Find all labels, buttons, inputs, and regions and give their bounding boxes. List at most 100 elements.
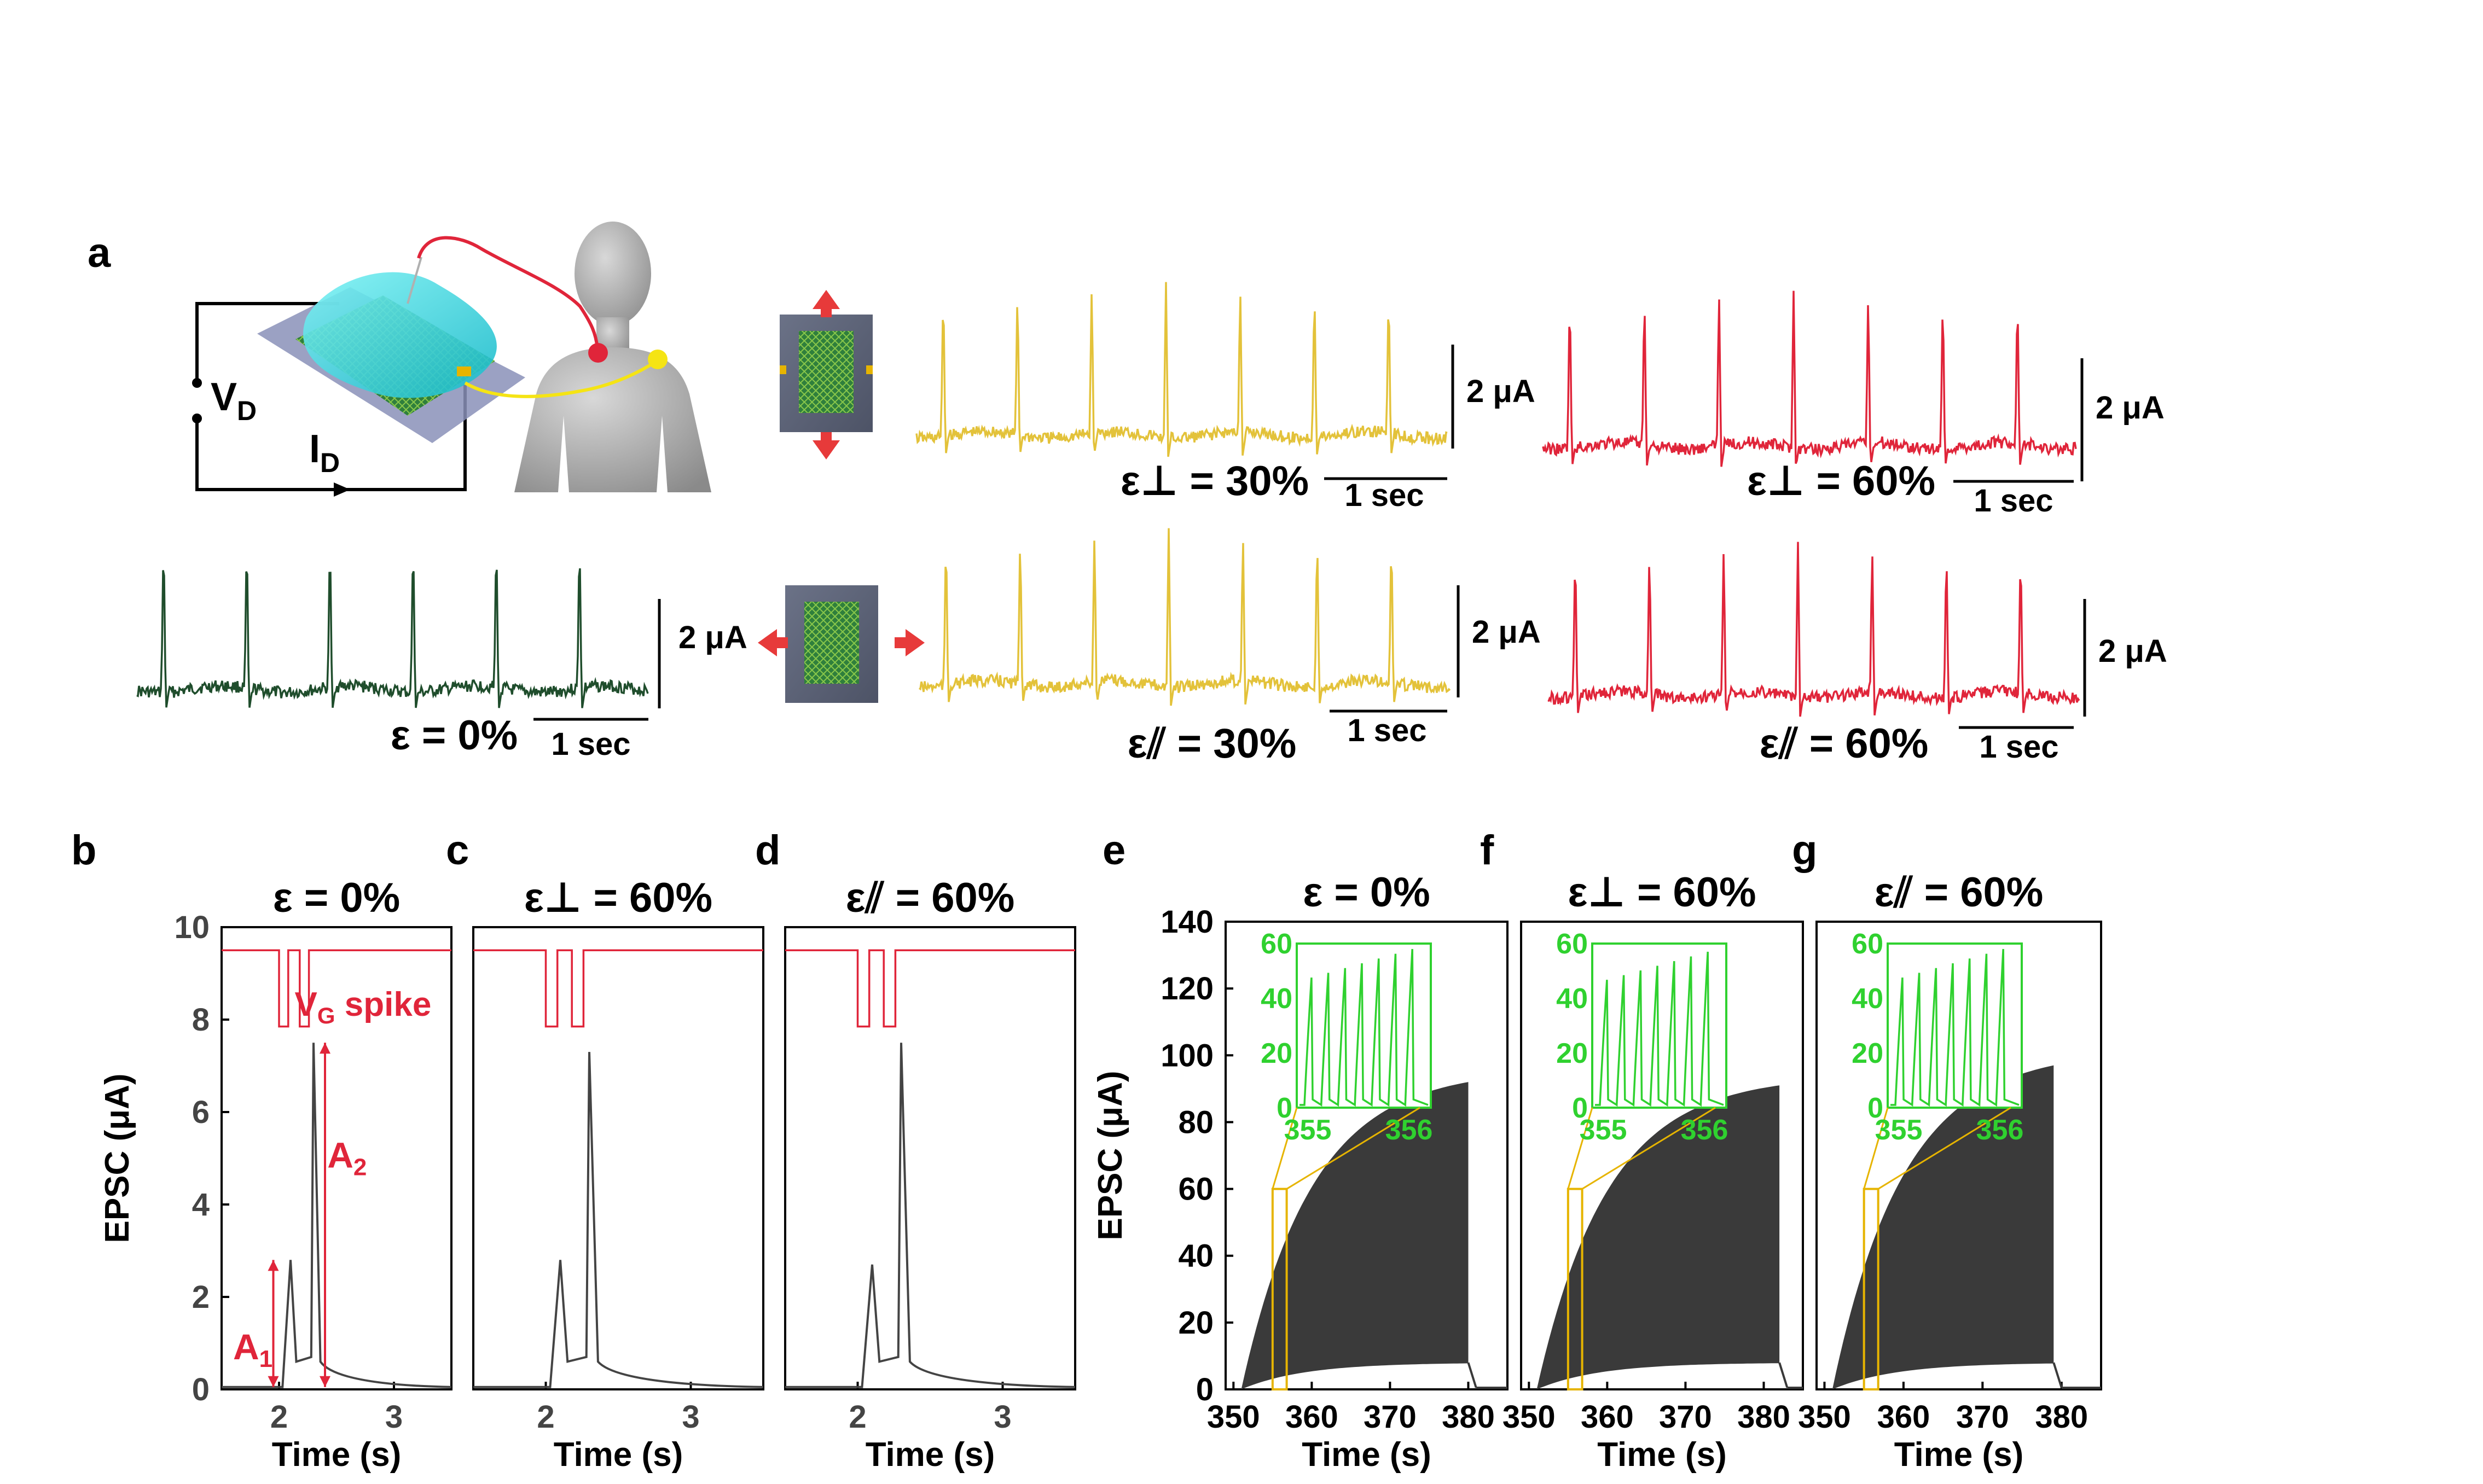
inset-x-tick-label: 355 xyxy=(1875,1114,1923,1146)
x-tick-label: 370 xyxy=(1956,1399,2009,1435)
zoom-connector xyxy=(1567,1107,1593,1189)
ecg-trace-line xyxy=(1547,542,2080,717)
inset-y-tick-label: 40 xyxy=(1556,983,1588,1015)
x-tick-label: 2 xyxy=(849,1399,866,1435)
x-tick-label: 380 xyxy=(1442,1399,1495,1435)
inset-x-tick-label: 356 xyxy=(1681,1114,1728,1146)
panel-letter-e: e xyxy=(1103,827,1126,874)
chart-title: ε = 0% xyxy=(273,875,401,921)
time-scale-label: 1 sec xyxy=(1344,478,1424,513)
x-tick-label: 350 xyxy=(1502,1399,1556,1435)
inset-y-tick-label: 20 xyxy=(1261,1038,1292,1069)
epsc-trace xyxy=(473,1052,764,1388)
y-tick-label: 0 xyxy=(1196,1372,1214,1407)
epsc-charts: ε = 0% Time (s) EPSC (μA) 2 3 0 2 4 6 8 10 VG spike… xyxy=(98,869,2102,1474)
inset-x-tick-label: 356 xyxy=(1385,1114,1433,1146)
inset-trace xyxy=(1299,948,1429,1107)
y-axis-label: EPSC (μA) xyxy=(1092,1070,1129,1240)
vd-label: VD xyxy=(211,375,257,426)
chart-title: ε⫽ = 60% xyxy=(1875,869,2044,916)
vg-spike-trace xyxy=(473,949,763,1028)
chart-d: ε⫽ = 60% Time (s)2 3 xyxy=(784,875,1076,1474)
x-tick-label: 360 xyxy=(1877,1399,1930,1435)
x-axis-label: Time (s) xyxy=(866,1436,995,1474)
vg-spike-label: VG spike xyxy=(295,986,432,1028)
x-tick-label: 360 xyxy=(1285,1399,1338,1435)
id-label: ID xyxy=(309,427,340,478)
plot-frame xyxy=(1815,921,2102,1390)
zoom-box xyxy=(1863,1188,1879,1391)
epsc-trace xyxy=(222,1043,452,1388)
inset-y-tick-label: 40 xyxy=(1261,983,1292,1015)
y-tick-label: 0 xyxy=(192,1372,210,1407)
x-tick-label: 370 xyxy=(1659,1399,1712,1435)
x-tick-label: 3 xyxy=(682,1399,699,1435)
zoom-connector xyxy=(1581,1107,1716,1190)
y-tick-label: 140 xyxy=(1161,904,1214,940)
vg-spike-trace xyxy=(785,949,1075,1028)
current-scale-label: 2 μA xyxy=(1466,374,1535,409)
x-axis-label: Time (s) xyxy=(1302,1436,1431,1474)
panel-letter-f: f xyxy=(1480,827,1494,874)
ecg-trace-line xyxy=(918,528,1451,706)
strain-label: ε = 0% xyxy=(391,712,518,759)
ecg-trace-line xyxy=(1542,290,2077,467)
y-tick-label: 10 xyxy=(174,910,210,945)
a1-arrowhead xyxy=(268,1376,279,1387)
epsc-envelope xyxy=(1832,1065,2054,1389)
zoom-connector xyxy=(1863,1107,1889,1189)
epsc-tail xyxy=(2052,1362,2063,1388)
vg-spike-trace xyxy=(222,949,451,1028)
strain-label: ε⫽ = 30% xyxy=(1128,720,1297,767)
x-axis-label: Time (s) xyxy=(272,1436,402,1474)
zoom-connector xyxy=(1286,1107,1420,1190)
y-axis-label: EPSC (μA) xyxy=(98,1073,136,1243)
chart-title: ε⫽ = 60% xyxy=(846,875,1015,921)
zoom-connector xyxy=(1877,1107,2011,1190)
chart-e: ε = 0% Time (s) EPSC (μA) 350 360 370 380 0 20 40… xyxy=(1092,869,1509,1474)
current-scale-label: 2 μA xyxy=(678,620,747,655)
inset-x-tick-label: 355 xyxy=(1284,1114,1332,1146)
time-scale-label: 1 sec xyxy=(551,726,630,762)
time-scale-label: 1 sec xyxy=(1979,729,2058,765)
chart-g: ε⫽ = 60% Time (s) 350 360 370 380 0 20 40 60 355 35… xyxy=(1798,869,2102,1474)
zoom-box xyxy=(1271,1188,1288,1391)
zoom-connector xyxy=(1272,1107,1298,1189)
zoom-box xyxy=(1567,1188,1583,1391)
y-tick-label: 6 xyxy=(192,1095,210,1130)
y-tick-label: 8 xyxy=(192,1002,210,1038)
y-tick-label: 80 xyxy=(1178,1104,1214,1140)
stretch-horizontal-icon xyxy=(758,585,925,703)
inset-y-tick-label: 60 xyxy=(1261,928,1292,960)
x-tick-label: 350 xyxy=(1798,1399,1851,1435)
y-tick-label: 20 xyxy=(1178,1305,1214,1341)
x-tick-label: 3 xyxy=(994,1399,1011,1435)
a1-label: A1 xyxy=(233,1326,272,1372)
x-tick-label: 3 xyxy=(385,1399,403,1435)
human-figure-illustration xyxy=(417,222,711,492)
chart-b: ε = 0% Time (s) EPSC (μA) 2 3 0 2 4 6 8 10 VG spike… xyxy=(98,875,452,1474)
ecg-trace-line xyxy=(915,282,1448,457)
y-tick-label: 40 xyxy=(1178,1238,1214,1274)
x-tick-label: 2 xyxy=(537,1399,554,1435)
inset-y-tick-label: 40 xyxy=(1852,983,1883,1015)
inset-trace xyxy=(1595,951,1724,1107)
strain-label: ε⫽ = 60% xyxy=(1760,720,1929,767)
time-scale-label: 1 sec xyxy=(1974,483,2053,519)
inset-trace xyxy=(1890,948,2020,1107)
x-tick-label: 380 xyxy=(2035,1399,2088,1435)
inset-x-tick-label: 356 xyxy=(1976,1114,2024,1146)
x-tick-label: 2 xyxy=(270,1399,288,1435)
y-tick-label: 4 xyxy=(192,1187,210,1223)
inset-y-tick-label: 0 xyxy=(1867,1092,1883,1124)
panel-letter-b: b xyxy=(71,827,96,874)
chart-f: ε⊥ = 60% Time (s) 350 360 370 380 0 20 40 60 355 35… xyxy=(1502,869,1804,1474)
x-axis-label: Time (s) xyxy=(1597,1436,1727,1474)
plot-frame xyxy=(1520,921,1804,1390)
chart-title: ε = 0% xyxy=(1303,869,1430,916)
current-scale-label: 2 μA xyxy=(2096,390,2165,426)
a2-label: A2 xyxy=(327,1134,367,1180)
inset-y-tick-label: 60 xyxy=(1852,928,1883,960)
y-tick-label: 60 xyxy=(1178,1172,1214,1207)
